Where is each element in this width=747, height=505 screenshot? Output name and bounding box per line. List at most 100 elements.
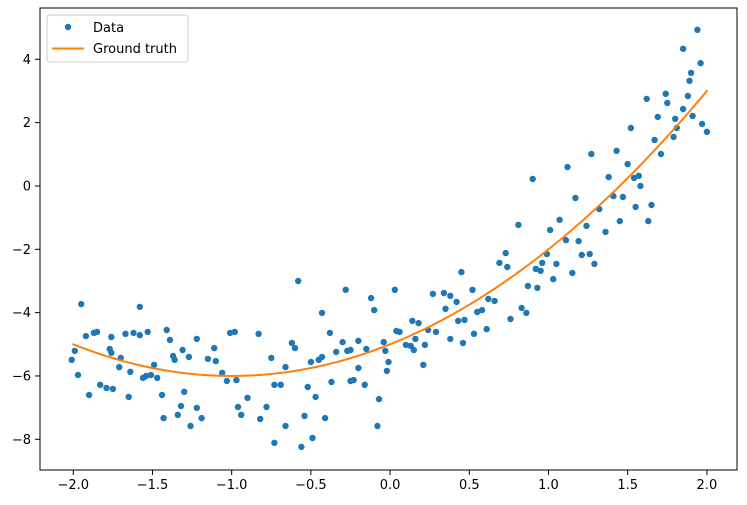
data-point <box>624 160 631 168</box>
data-point <box>295 277 302 285</box>
data-point <box>605 173 612 181</box>
data-point <box>654 113 661 121</box>
x-tick-label: 0.0 <box>380 478 401 493</box>
data-point <box>546 226 554 234</box>
data-point <box>347 346 354 354</box>
data-point <box>572 194 579 202</box>
y-tick-label: 2 <box>23 116 31 131</box>
data-point <box>350 376 357 384</box>
data-point <box>410 346 417 354</box>
data-point <box>686 77 693 85</box>
data-point <box>193 335 200 343</box>
data-point <box>569 269 576 277</box>
data-point <box>461 316 468 324</box>
data-point <box>328 378 335 386</box>
x-tick-label: −0.5 <box>295 478 327 493</box>
data-point <box>588 150 595 158</box>
x-tick-label: 1.5 <box>617 478 638 493</box>
data-point <box>82 332 90 340</box>
data-point <box>502 249 509 257</box>
data-point <box>550 275 557 283</box>
data-point <box>108 349 115 356</box>
data-point <box>421 341 429 349</box>
data-point <box>116 363 123 371</box>
data-point <box>515 221 522 229</box>
data-point <box>562 236 570 244</box>
data-point <box>179 346 186 354</box>
y-tick-label: −6 <box>12 369 31 384</box>
data-point <box>474 308 481 316</box>
data-point <box>136 303 143 311</box>
data-point <box>361 381 368 388</box>
data-point <box>277 381 284 388</box>
data-point <box>78 300 85 308</box>
data-point <box>326 329 334 337</box>
data-point <box>591 260 598 268</box>
x-tick-label: −2.0 <box>57 478 89 493</box>
data-point <box>670 133 677 141</box>
data-point <box>602 228 609 236</box>
data-point <box>257 415 264 423</box>
x-axis: −2.0 −1.5 −1.0 −0.5 0.0 0.5 1.0 1.5 2.0 <box>57 470 717 493</box>
data-point <box>282 363 289 371</box>
data-point <box>553 260 560 268</box>
data-point <box>478 306 486 314</box>
data-point <box>142 372 150 380</box>
data-point <box>415 319 422 327</box>
data-point <box>616 217 623 225</box>
data-point <box>518 304 525 312</box>
data-point <box>447 335 454 343</box>
legend-label-ground-truth: Ground truth <box>93 42 177 57</box>
data-point <box>504 263 511 271</box>
y-tick-label: −2 <box>12 243 31 258</box>
data-point <box>150 361 158 369</box>
data-point <box>459 339 467 347</box>
data-point <box>627 124 635 132</box>
data-point <box>694 26 701 33</box>
data-point <box>697 59 704 67</box>
data-point <box>318 309 326 317</box>
data-point <box>174 411 181 419</box>
data-point <box>103 384 110 392</box>
data-point <box>412 335 419 343</box>
data-point <box>130 329 137 337</box>
data-point <box>643 95 650 103</box>
data-point <box>575 237 582 245</box>
data-point <box>291 344 299 352</box>
data-point <box>375 395 383 403</box>
data-point <box>238 411 245 419</box>
data-point <box>71 347 79 355</box>
data-point <box>318 353 326 361</box>
data-point <box>556 216 563 223</box>
data-point <box>507 315 514 323</box>
data-point <box>333 348 340 356</box>
x-tick-label: −1.5 <box>137 478 169 493</box>
data-point <box>619 193 627 201</box>
data-point <box>703 128 711 135</box>
data-point <box>355 364 362 372</box>
data-point <box>583 222 590 230</box>
data-point <box>657 150 665 158</box>
data-point <box>154 374 161 382</box>
data-point <box>321 414 329 422</box>
data-point <box>171 356 178 363</box>
data-point <box>453 298 460 306</box>
data-point <box>339 338 346 346</box>
data-point <box>485 295 492 303</box>
x-tick-label: 1.0 <box>538 478 559 493</box>
data-point <box>409 317 416 325</box>
data-point <box>689 112 696 120</box>
data-point <box>163 326 170 334</box>
data-point <box>363 345 370 353</box>
data-point <box>255 330 262 337</box>
data-point <box>586 250 593 258</box>
data-point <box>219 369 226 376</box>
data-point <box>166 336 174 344</box>
data-point <box>268 354 275 362</box>
data-point <box>355 337 362 344</box>
data-point <box>122 330 129 337</box>
data-point <box>193 404 200 412</box>
data-point <box>432 328 440 336</box>
data-point <box>185 353 193 361</box>
